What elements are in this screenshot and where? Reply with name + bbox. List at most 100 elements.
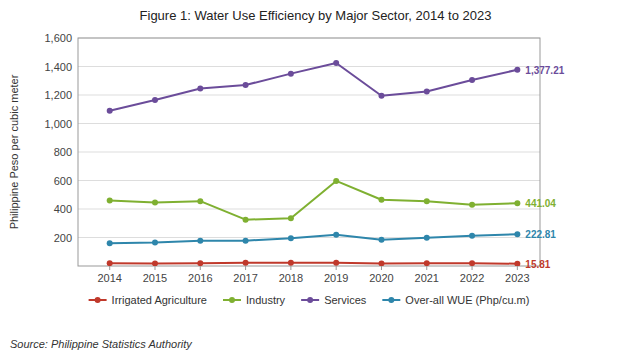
point xyxy=(197,260,203,266)
point xyxy=(107,197,113,203)
point xyxy=(469,260,475,266)
x-tick-label: 2016 xyxy=(188,272,212,284)
point xyxy=(288,235,294,241)
x-tick xyxy=(381,266,382,270)
series xyxy=(107,231,521,246)
legend-label: Services xyxy=(324,294,367,306)
chart: Figure 1: Water Use Efficiency by Major … xyxy=(0,0,631,358)
x-tick xyxy=(290,266,291,270)
x-tick-label: 2015 xyxy=(143,272,167,284)
point xyxy=(152,239,158,245)
y-tick-label: 200 xyxy=(54,232,72,244)
grid-line xyxy=(78,180,540,181)
point xyxy=(378,93,384,99)
point xyxy=(424,88,430,94)
point xyxy=(424,235,430,241)
point xyxy=(107,260,113,266)
point xyxy=(514,261,520,266)
point xyxy=(197,238,203,244)
legend: Irrigated Agriculture Industry Services Ove… xyxy=(89,294,530,306)
legend-item: Industry xyxy=(223,294,286,306)
data-label: 15.81 xyxy=(525,259,550,270)
y-axis: 200 400 600 800 1,000 1,200 1,400 1,600 xyxy=(44,32,72,244)
grid-line xyxy=(78,209,540,210)
source: Source: Philippine Statistics Authority xyxy=(10,338,193,350)
grid-line xyxy=(78,95,540,96)
point xyxy=(333,60,339,66)
point xyxy=(288,71,294,77)
y-axis-label: Philippine Peso per cubic meter xyxy=(8,74,20,229)
legend-marker xyxy=(307,297,313,303)
x-tick xyxy=(472,266,473,270)
grid xyxy=(78,38,540,238)
plot-frame xyxy=(78,38,540,266)
y-tick-label: 1,200 xyxy=(44,89,72,101)
x-tick-label: 2023 xyxy=(505,272,529,284)
legend-item: Irrigated Agriculture xyxy=(89,294,207,306)
x-tick xyxy=(155,266,156,270)
data-labels: 15.81441.041,377.21222.81 xyxy=(525,65,564,270)
line xyxy=(110,181,518,220)
x-tick-label: 2019 xyxy=(324,272,348,284)
y-tick-label: 1,600 xyxy=(44,32,72,44)
point xyxy=(152,200,158,206)
plot-area xyxy=(107,60,521,266)
point xyxy=(424,260,430,266)
point xyxy=(333,232,339,238)
x-tick xyxy=(200,266,201,270)
x-axis: 2014 2015 2016 2017 2018 2019 2020 2021 2022 2023 xyxy=(97,266,529,284)
point xyxy=(152,260,158,266)
legend-item: Over-all WUE (Php/cu.m) xyxy=(382,294,529,306)
y-tick-label: 400 xyxy=(54,203,72,215)
x-tick-label: 2022 xyxy=(460,272,484,284)
series xyxy=(107,260,521,266)
grid-line xyxy=(78,66,540,67)
y-tick-label: 800 xyxy=(54,146,72,158)
series xyxy=(107,178,521,223)
x-tick-label: 2021 xyxy=(415,272,439,284)
point xyxy=(107,108,113,114)
point xyxy=(514,231,520,237)
data-label: 1,377.21 xyxy=(525,65,564,76)
point xyxy=(469,77,475,83)
point xyxy=(243,238,249,244)
x-tick xyxy=(245,266,246,270)
point xyxy=(469,233,475,239)
point xyxy=(333,260,339,266)
y-tick-label: 1,000 xyxy=(44,118,72,130)
point xyxy=(152,97,158,103)
point xyxy=(378,197,384,203)
point xyxy=(288,215,294,221)
x-tick xyxy=(109,266,110,270)
grid-line xyxy=(78,123,540,124)
point xyxy=(243,260,249,266)
legend-label: Irrigated Agriculture xyxy=(112,294,207,306)
title: Figure 1: Water Use Efficiency by Major … xyxy=(140,8,492,23)
point xyxy=(243,82,249,88)
legend-item: Services xyxy=(301,294,367,306)
point xyxy=(514,67,520,73)
point xyxy=(424,198,430,204)
grid-line xyxy=(78,152,540,153)
data-label: 222.81 xyxy=(525,229,556,240)
y-tick-label: 600 xyxy=(54,175,72,187)
x-tick-label: 2018 xyxy=(279,272,303,284)
x-tick xyxy=(517,266,518,270)
line xyxy=(110,63,518,111)
point xyxy=(333,178,339,184)
point xyxy=(288,260,294,266)
x-tick-label: 2017 xyxy=(233,272,257,284)
x-tick-label: 2014 xyxy=(97,272,121,284)
legend-label: Industry xyxy=(246,294,286,306)
point xyxy=(514,200,520,206)
x-tick xyxy=(336,266,337,270)
point xyxy=(243,217,249,223)
y-tick-label: 1,400 xyxy=(44,61,72,73)
line xyxy=(110,234,518,243)
legend-label: Over-all WUE (Php/cu.m) xyxy=(405,294,529,306)
x-tick-label: 2020 xyxy=(369,272,393,284)
legend-marker xyxy=(229,297,235,303)
point xyxy=(378,237,384,243)
point xyxy=(378,260,384,266)
point xyxy=(197,86,203,92)
